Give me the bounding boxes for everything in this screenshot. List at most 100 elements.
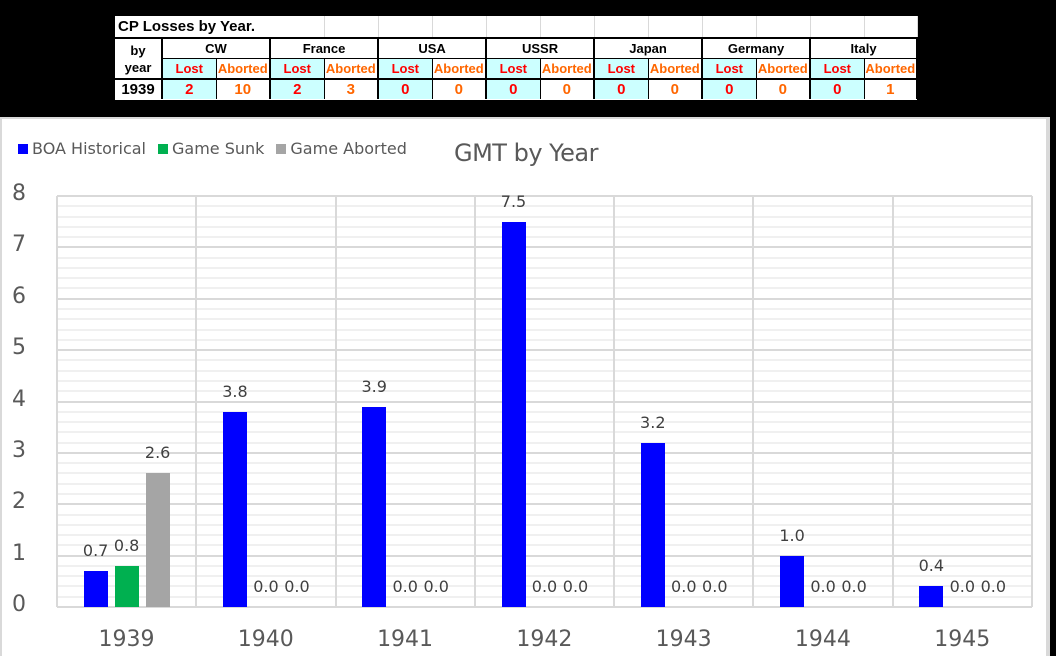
aborted-header: Aborted [432, 58, 488, 80]
major-gridline [57, 297, 1032, 300]
aborted-value: 3 [324, 79, 380, 99]
data-label: 0.0 [810, 577, 836, 596]
lost-value: 0 [702, 79, 757, 99]
data-label: 0.0 [253, 577, 279, 596]
minor-gridline [57, 534, 1032, 537]
plot-area: 0.7 0.8 2.6 3.8 0.0 0.0 3.9 0.0 0.0 7.5 0.0 0.0 3.2 0… [56, 192, 1033, 608]
data-label: 3.2 [640, 412, 666, 432]
major-gridline [57, 400, 1032, 403]
vertical-gridline [195, 196, 198, 607]
nation-header-germany: Germany [702, 38, 812, 59]
minor-gridline [57, 595, 1032, 598]
data-label: 0.0 [980, 577, 1007, 596]
aborted-value: 1 [864, 79, 919, 99]
major-gridline [57, 503, 1032, 506]
lost-value: 0 [810, 79, 865, 99]
data-label: 0.0 [423, 577, 449, 596]
major-gridline [57, 451, 1032, 454]
gmt-chart: BOA Historical Game Sunk Game Aborted GMT … [0, 117, 1050, 656]
minor-gridline [57, 575, 1032, 578]
data-label: 2.6 [144, 443, 171, 463]
minor-gridline [57, 421, 1032, 424]
legend-label: Game Sunk [171, 139, 265, 158]
bar-boa-historical-1943 [640, 442, 665, 607]
aborted-value: 0 [756, 79, 812, 99]
minor-gridline [57, 431, 1032, 434]
nation-header-italy: Italy [810, 38, 919, 59]
bar-game-aborted-1939 [145, 473, 170, 607]
lost-header: Lost [594, 58, 649, 80]
aborted-header: Aborted [864, 58, 919, 80]
nation-header-usa: USA [378, 38, 488, 59]
minor-gridline [57, 338, 1032, 341]
table-title: CP Losses by Year. [115, 16, 325, 39]
aborted-header: Aborted [540, 58, 596, 80]
year-value: 1939 [115, 79, 163, 99]
minor-gridline [57, 441, 1032, 444]
major-gridline [57, 195, 1032, 197]
x-tick-label: 1941 [377, 627, 434, 652]
legend-item-game-sunk: Game Sunk [157, 139, 265, 158]
minor-gridline [57, 585, 1032, 588]
nation-header-cw: CW [162, 38, 271, 59]
minor-gridline [57, 225, 1032, 228]
cp-losses-table: CP Losses by Year. by year CW France USA US… [115, 16, 919, 100]
x-tick-label: 1944 [794, 627, 851, 652]
data-label: 3.9 [361, 376, 387, 396]
minor-gridline [57, 359, 1032, 362]
vertical-gridline [752, 196, 755, 607]
legend-swatch-icon [18, 143, 28, 154]
minor-gridline [57, 564, 1032, 567]
data-label: 0.0 [671, 577, 697, 596]
minor-gridline [57, 523, 1032, 526]
y-tick-label: 8 [12, 181, 26, 206]
lost-header: Lost [702, 58, 757, 80]
bar-boa-historical-1941 [362, 406, 387, 607]
aborted-value: 0 [648, 79, 704, 99]
aborted-value: 0 [540, 79, 596, 99]
x-tick-label: 1942 [516, 627, 573, 652]
legend-swatch-icon [157, 143, 168, 154]
y-tick-label: 0 [12, 592, 26, 617]
x-tick-label: 1940 [237, 627, 294, 652]
data-label: 0.0 [702, 577, 728, 596]
minor-gridline [57, 205, 1032, 208]
data-label: 0.0 [531, 577, 558, 596]
minor-gridline [57, 328, 1032, 331]
minor-gridline [57, 410, 1032, 413]
minor-gridline [57, 287, 1032, 290]
year-header-line2: year [124, 59, 152, 75]
data-label: 0.8 [113, 535, 140, 555]
aborted-value: 10 [216, 79, 271, 99]
y-tick-label: 6 [12, 283, 26, 309]
y-tick-label: 1 [12, 540, 26, 566]
year-header: by year [115, 38, 163, 80]
data-label: 1.0 [779, 525, 805, 545]
chart-title: GMT by Year [454, 139, 598, 167]
minor-gridline [57, 513, 1032, 516]
legend-label: BOA Historical [32, 139, 146, 158]
aborted-header: Aborted [648, 58, 704, 80]
minor-gridline [57, 482, 1032, 485]
lost-header: Lost [810, 58, 865, 80]
data-label: 7.5 [500, 191, 527, 211]
chart-legend: BOA Historical Game Sunk Game Aborted [18, 139, 407, 158]
major-gridline [57, 246, 1032, 249]
aborted-header: Aborted [756, 58, 812, 80]
y-tick-label: 3 [12, 437, 26, 463]
y-tick-label: 4 [12, 386, 26, 412]
major-gridline [57, 349, 1032, 352]
minor-gridline [57, 277, 1032, 280]
nation-header-ussr: USSR [486, 38, 596, 59]
aborted-value: 0 [432, 79, 488, 99]
lost-value: 2 [162, 79, 217, 99]
lost-header: Lost [270, 58, 325, 80]
minor-gridline [57, 462, 1032, 465]
data-label: 0.0 [562, 577, 589, 596]
legend-item-boa-historical: BOA Historical [18, 139, 146, 158]
legend-label: Game Aborted [290, 139, 407, 158]
data-label: 0.7 [82, 541, 109, 561]
x-tick-label: 1945 [934, 627, 991, 652]
minor-gridline [57, 236, 1032, 239]
lost-header: Lost [378, 58, 433, 80]
